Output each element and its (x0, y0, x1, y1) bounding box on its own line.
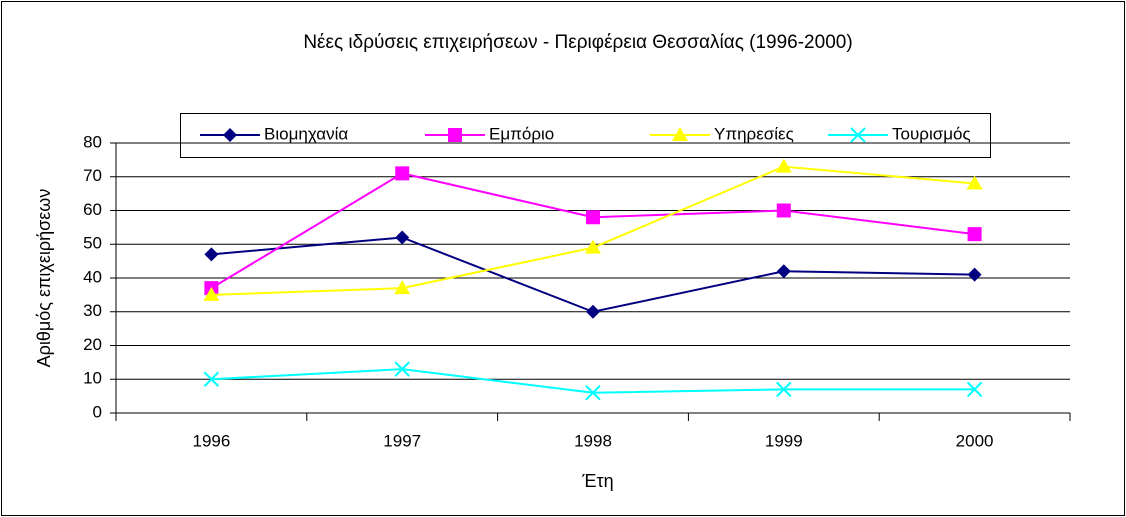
marker (775, 158, 792, 173)
chart-title: Νέες ιδρύσεις επιχειρήσεων - Περιφέρεια … (303, 32, 852, 53)
y-axis-title: Αριθμός επιχειρήσεων (34, 189, 54, 368)
marker (967, 227, 982, 242)
marker (586, 210, 600, 225)
x-tick-label: 1996 (192, 431, 230, 450)
marker (966, 175, 983, 190)
y-tick-label: 70 (83, 166, 102, 185)
marker (966, 381, 983, 398)
marker (448, 128, 462, 142)
marker (776, 203, 791, 218)
marker (585, 385, 601, 401)
marker (394, 280, 411, 295)
legend-label: Υπηρεσίες (714, 124, 794, 143)
legend-label: Βιομηχανία (264, 124, 348, 143)
legend-label: Εμπόριο (489, 124, 554, 143)
marker (850, 127, 866, 143)
marker (203, 371, 220, 387)
marker (585, 239, 601, 254)
y-tick-label: 0 (93, 402, 102, 421)
marker (586, 304, 600, 319)
y-tick-label: 20 (83, 335, 102, 354)
y-tick-label: 30 (83, 301, 102, 320)
y-tick-label: 10 (83, 369, 102, 388)
marker (223, 128, 237, 142)
y-tick-label: 80 (83, 132, 102, 151)
marker (967, 267, 982, 282)
y-tick-label: 60 (83, 200, 102, 219)
marker (203, 286, 220, 301)
marker (204, 247, 219, 262)
x-tick-label: 1997 (383, 431, 421, 450)
marker (776, 264, 791, 279)
y-tick-label: 40 (83, 267, 102, 286)
marker (776, 381, 792, 398)
marker (672, 127, 688, 141)
legend-label: Τουρισμός (892, 124, 971, 143)
x-tick-label: 1999 (765, 431, 803, 450)
marker (394, 361, 410, 377)
x-axis-title: Έτη (581, 471, 613, 491)
x-tick-label: 2000 (956, 431, 994, 450)
marker (395, 230, 410, 245)
y-tick-label: 50 (83, 234, 102, 253)
marker (395, 166, 410, 181)
x-tick-label: 1998 (574, 431, 612, 450)
